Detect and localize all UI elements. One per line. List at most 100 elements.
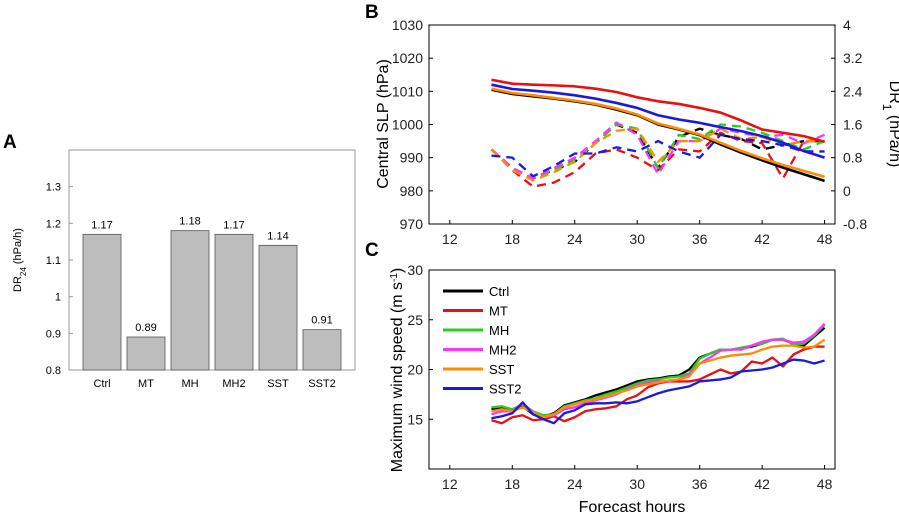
panel-a-bar-value-label: 0.91 bbox=[311, 315, 332, 327]
panel-c-x-axis-label: Forecast hours bbox=[579, 499, 686, 516]
panel-b-x-tick-label: 24 bbox=[567, 231, 583, 247]
panel-b-right-y-ticks: -0.8 0 0.8 1.6 2.4 3.2 4 bbox=[831, 17, 867, 232]
panel-b-right-y-tick-label: 3.2 bbox=[843, 50, 863, 66]
panel-a-bar bbox=[258, 244, 298, 371]
panel-b-x-tick-label: 30 bbox=[629, 231, 645, 247]
panel-a-bar-value-label: 1.17 bbox=[91, 219, 112, 231]
panel-b-right-y-label: DR1 (hPa/h) bbox=[880, 81, 899, 168]
panel-a-x-tick-label: Ctrl bbox=[93, 378, 110, 390]
panel-a-x-tick-label: MH2 bbox=[222, 378, 245, 390]
panel-b-x-tick-label: 12 bbox=[442, 231, 458, 247]
panel-a-ylabel-unit: (hPa/h) bbox=[12, 228, 24, 267]
panel-b-left-y-tick-label: 990 bbox=[400, 150, 424, 166]
panel-c-legend-label: SST bbox=[489, 362, 514, 377]
panel-a-bar-value-label: 1.18 bbox=[179, 216, 200, 228]
panel-b-left-y-ticks: 970 980 990 1000 1010 1020 1030 bbox=[392, 17, 433, 232]
panel-b-ylabel-right-main: DR bbox=[886, 81, 899, 104]
panel-c-line-mh2 bbox=[491, 322, 826, 419]
panel-c-legend-label: MT bbox=[489, 304, 508, 319]
panel-a-bar-value-label: 1.14 bbox=[267, 230, 288, 242]
panel-c-x-tick-label: 42 bbox=[754, 476, 770, 492]
panel-a-x-tick-labels: Ctrl MT MH MH2 SST SST2 bbox=[93, 378, 335, 390]
panel-a-ylabel-main: DR bbox=[12, 276, 24, 292]
panel-b-x-tick-label: 18 bbox=[504, 231, 520, 247]
panel-c-ylabel-main: Maximum wind speed (m s bbox=[389, 282, 406, 472]
panel-c-x-tick-label: 24 bbox=[567, 476, 583, 492]
panel-b-dr1-line-sst2 bbox=[491, 133, 825, 178]
panel-a-x-tick-label: MT bbox=[138, 378, 154, 390]
panel-a-bar-value-label: 0.89 bbox=[135, 322, 156, 334]
panel-c-line-chart: 12 18 24 30 36 42 48 15 20 25 30 Forecast hours M… bbox=[389, 262, 836, 516]
panel-a-y-tick-label: 0.8 bbox=[46, 365, 61, 377]
panel-b-right-y-tick-label: -0.8 bbox=[843, 216, 867, 232]
panel-c-x-tick-label: 48 bbox=[817, 476, 833, 492]
panel-b-left-y-tick-label: 980 bbox=[400, 183, 424, 199]
panel-c-y-ticks: 15 20 25 30 bbox=[407, 262, 433, 427]
panel-c-x-tick-label: 18 bbox=[504, 476, 520, 492]
panel-b-left-y-tick-label: 1030 bbox=[392, 17, 423, 33]
panel-c-line-mt bbox=[491, 345, 825, 425]
panel-c-ylabel-close: ) bbox=[389, 268, 406, 273]
panel-c-line-sst bbox=[491, 338, 826, 419]
panel-c-line-mh bbox=[491, 323, 826, 417]
panel-a-y-ticks: 0.8 0.9 1 1.1 1.2 1.3 bbox=[46, 182, 73, 377]
panel-c-y-tick-label: 15 bbox=[407, 411, 423, 427]
panel-b-left-y-tick-label: 1020 bbox=[392, 50, 423, 66]
panel-c-line-sst2 bbox=[491, 358, 825, 425]
panel-a-y-tick-label: 1.3 bbox=[46, 182, 61, 194]
panel-b-letter: B bbox=[365, 2, 379, 23]
panel-c-legend-label: MH2 bbox=[489, 343, 516, 358]
panel-b-dr1-line-mh bbox=[490, 123, 826, 180]
panel-c-ylabel-sup: -1 bbox=[389, 273, 400, 282]
panel-b-right-y-tick-label: 4 bbox=[843, 17, 851, 33]
panel-a-y-tick-label: 1.1 bbox=[46, 255, 61, 267]
panel-b-line-chart: 12 18 24 30 36 42 48 970 980 990 1000 1010 1020 1030… bbox=[375, 17, 899, 247]
panel-b-x-tick-label: 36 bbox=[692, 231, 708, 247]
panel-b-ylabel-right-unit: (hPa/h) bbox=[886, 110, 899, 167]
panel-a-bar bbox=[126, 336, 166, 371]
panel-b-right-y-tick-label: 2.4 bbox=[843, 83, 863, 99]
panel-a-bar-value-label: 1.17 bbox=[223, 219, 244, 231]
panel-b-right-y-tick-label: 1.6 bbox=[843, 117, 863, 133]
panel-c-legend: Ctrl MT MH MH2 SST SST2 bbox=[443, 284, 522, 397]
panel-a-x-tick-label: SST bbox=[267, 378, 289, 390]
panel-c-y-axis-label: Maximum wind speed (m s-1) bbox=[389, 268, 407, 473]
panel-a-bar bbox=[214, 233, 254, 371]
panel-a-bar-chart: 0.80.911.11.21.3 1.170.891.18 1.171.140.9… bbox=[12, 149, 356, 390]
panel-c-y-tick-label: 25 bbox=[407, 312, 423, 328]
panel-a-bar bbox=[170, 230, 210, 371]
panel-c-x-tick-label: 12 bbox=[442, 476, 458, 492]
panel-c-letter: C bbox=[365, 240, 379, 261]
panel-b-x-ticks: 12 18 24 30 36 42 48 bbox=[442, 220, 833, 247]
panel-b-x-tick-label: 48 bbox=[817, 231, 833, 247]
panel-b-series bbox=[490, 78, 826, 188]
panel-a-y-tick-label: 0.9 bbox=[46, 328, 61, 340]
panel-a-bar bbox=[82, 233, 122, 371]
panel-c-legend-label: MH bbox=[489, 323, 509, 338]
panel-a-x-tick-label: MH bbox=[181, 378, 198, 390]
panel-a-x-tick-label: SST2 bbox=[308, 378, 336, 390]
panel-b-frame bbox=[428, 24, 836, 225]
panel-a-y-axis-label: DR24 (hPa/h) bbox=[12, 228, 28, 292]
panel-b-dr1-line-sst bbox=[490, 127, 825, 182]
panel-b-slp-line-sst2 bbox=[491, 83, 825, 159]
panel-c-legend-label: SST2 bbox=[489, 382, 522, 397]
panel-a-ylabel-sub: 24 bbox=[19, 267, 28, 276]
panel-b-left-y-tick-label: 1000 bbox=[392, 117, 423, 133]
panel-c-y-tick-label: 20 bbox=[407, 362, 423, 378]
panel-c-x-tick-label: 30 bbox=[629, 476, 645, 492]
panel-c-line-ctrl bbox=[491, 326, 826, 418]
panel-a-letter: A bbox=[3, 132, 17, 153]
panel-c-x-tick-label: 36 bbox=[692, 476, 708, 492]
panel-b-right-y-tick-label: 0 bbox=[843, 183, 851, 199]
panel-a-bar bbox=[302, 329, 342, 371]
panel-b-right-y-tick-label: 0.8 bbox=[843, 150, 863, 166]
panel-c-x-ticks: 12 18 24 30 36 42 48 bbox=[442, 465, 833, 492]
panel-a-y-tick-label: 1 bbox=[55, 292, 61, 304]
panel-b-slp-line-mt bbox=[491, 78, 825, 144]
panel-c-series bbox=[491, 322, 826, 425]
panel-b-x-tick-label: 42 bbox=[754, 231, 770, 247]
panel-a-y-tick-label: 1.2 bbox=[46, 218, 61, 230]
panel-b-left-y-tick-label: 970 bbox=[400, 216, 424, 232]
